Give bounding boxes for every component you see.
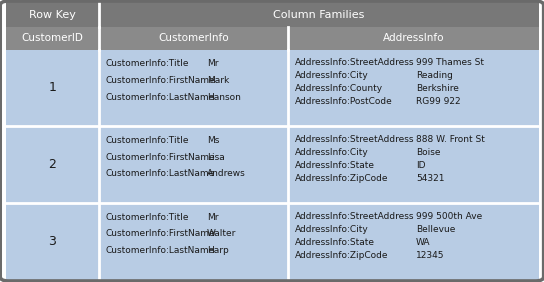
Text: ID: ID	[416, 161, 425, 170]
Text: Column Families: Column Families	[273, 10, 364, 20]
Text: CustomerInfo: CustomerInfo	[158, 33, 229, 43]
Text: CustomerInfo:FirstName: CustomerInfo:FirstName	[106, 76, 215, 85]
Text: 2: 2	[48, 158, 56, 171]
Bar	[5, 3, 539, 27]
Text: CustomerInfo:LastName: CustomerInfo:LastName	[106, 92, 214, 102]
Text: Bellevue: Bellevue	[416, 225, 455, 233]
Text: CustomerInfo:FirstName: CustomerInfo:FirstName	[106, 153, 215, 162]
Text: AddressInfo:City: AddressInfo:City	[295, 71, 368, 80]
Text: 54321: 54321	[416, 174, 444, 183]
Text: 3: 3	[48, 235, 56, 248]
Text: AddressInfo:State: AddressInfo:State	[295, 237, 375, 246]
Text: Mr: Mr	[207, 213, 218, 222]
Text: AddressInfo:ZipCode: AddressInfo:ZipCode	[295, 174, 388, 183]
Text: Mr: Mr	[207, 59, 218, 68]
Text: Berkshire: Berkshire	[416, 84, 459, 93]
Text: 999 Thames St: 999 Thames St	[416, 58, 484, 67]
Text: AddressInfo:State: AddressInfo:State	[295, 161, 375, 170]
Text: CustomerInfo:Title: CustomerInfo:Title	[106, 213, 189, 222]
Text: CustomerInfo:LastName: CustomerInfo:LastName	[106, 246, 214, 255]
Text: 999 500th Ave: 999 500th Ave	[416, 212, 483, 221]
Text: WA: WA	[416, 237, 430, 246]
Text: CustomerInfo:LastName: CustomerInfo:LastName	[106, 169, 214, 178]
Text: AddressInfo:PostCode: AddressInfo:PostCode	[295, 97, 392, 106]
Text: Harp: Harp	[207, 246, 228, 255]
Text: CustomerInfo:Title: CustomerInfo:Title	[106, 59, 189, 68]
Text: Ms: Ms	[207, 136, 219, 145]
Text: AddressInfo:StreetAddress: AddressInfo:StreetAddress	[295, 58, 414, 67]
Text: Walter: Walter	[207, 230, 236, 239]
Text: Hanson: Hanson	[207, 92, 240, 102]
Text: AddressInfo: AddressInfo	[383, 33, 444, 43]
Text: Boise: Boise	[416, 148, 441, 157]
Text: Lisa: Lisa	[207, 153, 225, 162]
Text: AddressInfo:StreetAddress: AddressInfo:StreetAddress	[295, 135, 414, 144]
Text: CustomerInfo:FirstName: CustomerInfo:FirstName	[106, 230, 215, 239]
Text: Reading: Reading	[416, 71, 453, 80]
Text: AddressInfo:StreetAddress: AddressInfo:StreetAddress	[295, 212, 414, 221]
Text: RG99 922: RG99 922	[416, 97, 461, 106]
Text: Row Key: Row Key	[29, 10, 76, 20]
Bar	[5, 27, 539, 50]
Text: AddressInfo:County: AddressInfo:County	[295, 84, 383, 93]
Text: Mark: Mark	[207, 76, 229, 85]
Text: AddressInfo:City: AddressInfo:City	[295, 148, 368, 157]
Text: 12345: 12345	[416, 250, 444, 259]
Text: AddressInfo:City: AddressInfo:City	[295, 225, 368, 233]
Text: CustomerInfo:Title: CustomerInfo:Title	[106, 136, 189, 145]
Text: CustomerID: CustomerID	[21, 33, 83, 43]
Text: Andrews: Andrews	[207, 169, 245, 178]
Text: 888 W. Front St: 888 W. Front St	[416, 135, 485, 144]
Text: 1: 1	[48, 81, 56, 94]
Text: AddressInfo:ZipCode: AddressInfo:ZipCode	[295, 250, 388, 259]
